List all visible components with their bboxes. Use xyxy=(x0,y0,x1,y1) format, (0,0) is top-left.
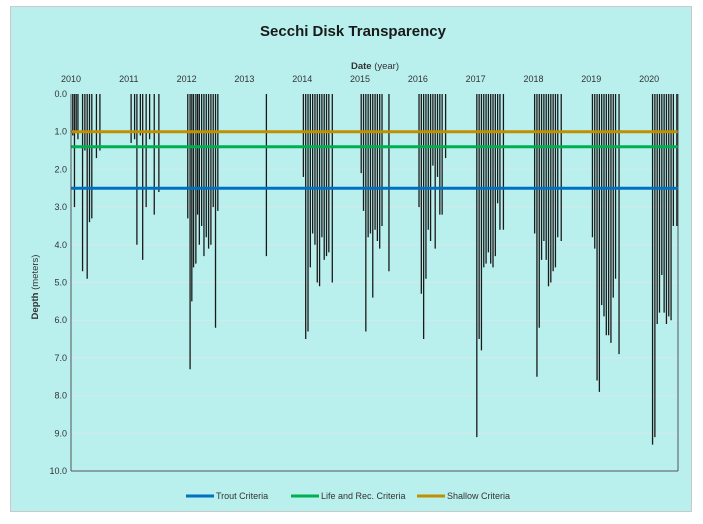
y-tick-label: 1.0 xyxy=(54,127,67,137)
x-tick-label: 2010 xyxy=(61,74,81,84)
legend-label: Trout Criteria xyxy=(216,491,268,501)
chart-frame: Secchi Disk Transparency Date (year) Dep… xyxy=(10,6,692,512)
x-tick-label: 2019 xyxy=(581,74,601,84)
x-axis-title-bold: Date xyxy=(351,61,372,72)
legend-label: Shallow Criteria xyxy=(447,491,510,501)
x-tick-label: 2011 xyxy=(119,74,138,84)
chart-title: Secchi Disk Transparency xyxy=(260,23,447,40)
y-tick-label: 3.0 xyxy=(54,202,67,212)
y-tick-label: 7.0 xyxy=(54,353,67,363)
x-tick-label: 2020 xyxy=(639,74,659,84)
x-tick-label: 2014 xyxy=(292,74,312,84)
y-tick-label: 4.0 xyxy=(54,240,67,250)
y-tick-label: 5.0 xyxy=(54,278,67,288)
y-tick-label: 2.0 xyxy=(54,164,67,174)
y-tick-layer: 0.0 1.0 2.0 3.0 4.0 5.0 6.0 7.0 8.0 9.0 10.0 xyxy=(49,89,67,476)
grid-layer xyxy=(71,131,678,434)
y-axis-title-bold: Depth xyxy=(30,292,41,319)
x-tick-label: 2015 xyxy=(350,74,370,84)
x-tick-label: 2016 xyxy=(408,74,428,84)
x-tick-label: 2012 xyxy=(177,74,197,84)
criteria-layer xyxy=(71,130,678,190)
y-tick-label: 8.0 xyxy=(54,391,67,401)
legend-label: Life and Rec. Criteria xyxy=(321,491,406,501)
x-tick-label: 2017 xyxy=(466,74,486,84)
y-tick-label: 0.0 xyxy=(54,89,67,99)
x-tick-label: 2018 xyxy=(523,74,543,84)
y-axis-title: Depth (meters) xyxy=(30,255,41,320)
y-tick-label: 9.0 xyxy=(54,428,67,438)
x-axis-title: Date (year) xyxy=(351,61,399,72)
y-tick-label: 6.0 xyxy=(54,315,67,325)
chart-svg: Secchi Disk Transparency Date (year) Dep… xyxy=(30,23,679,501)
x-tick-layer: 2010 2011 2012 2013 2014 2015 2016 2017 2018 2019… xyxy=(61,74,659,84)
x-tick-label: 2013 xyxy=(234,74,254,84)
x-axis-title-rest: (year) xyxy=(372,61,399,72)
y-tick-label: 10.0 xyxy=(49,466,67,476)
legend: Trout Criteria Life and Rec. Criteria Shal… xyxy=(186,491,510,501)
y-axis-title-rest: (meters) xyxy=(30,255,41,293)
